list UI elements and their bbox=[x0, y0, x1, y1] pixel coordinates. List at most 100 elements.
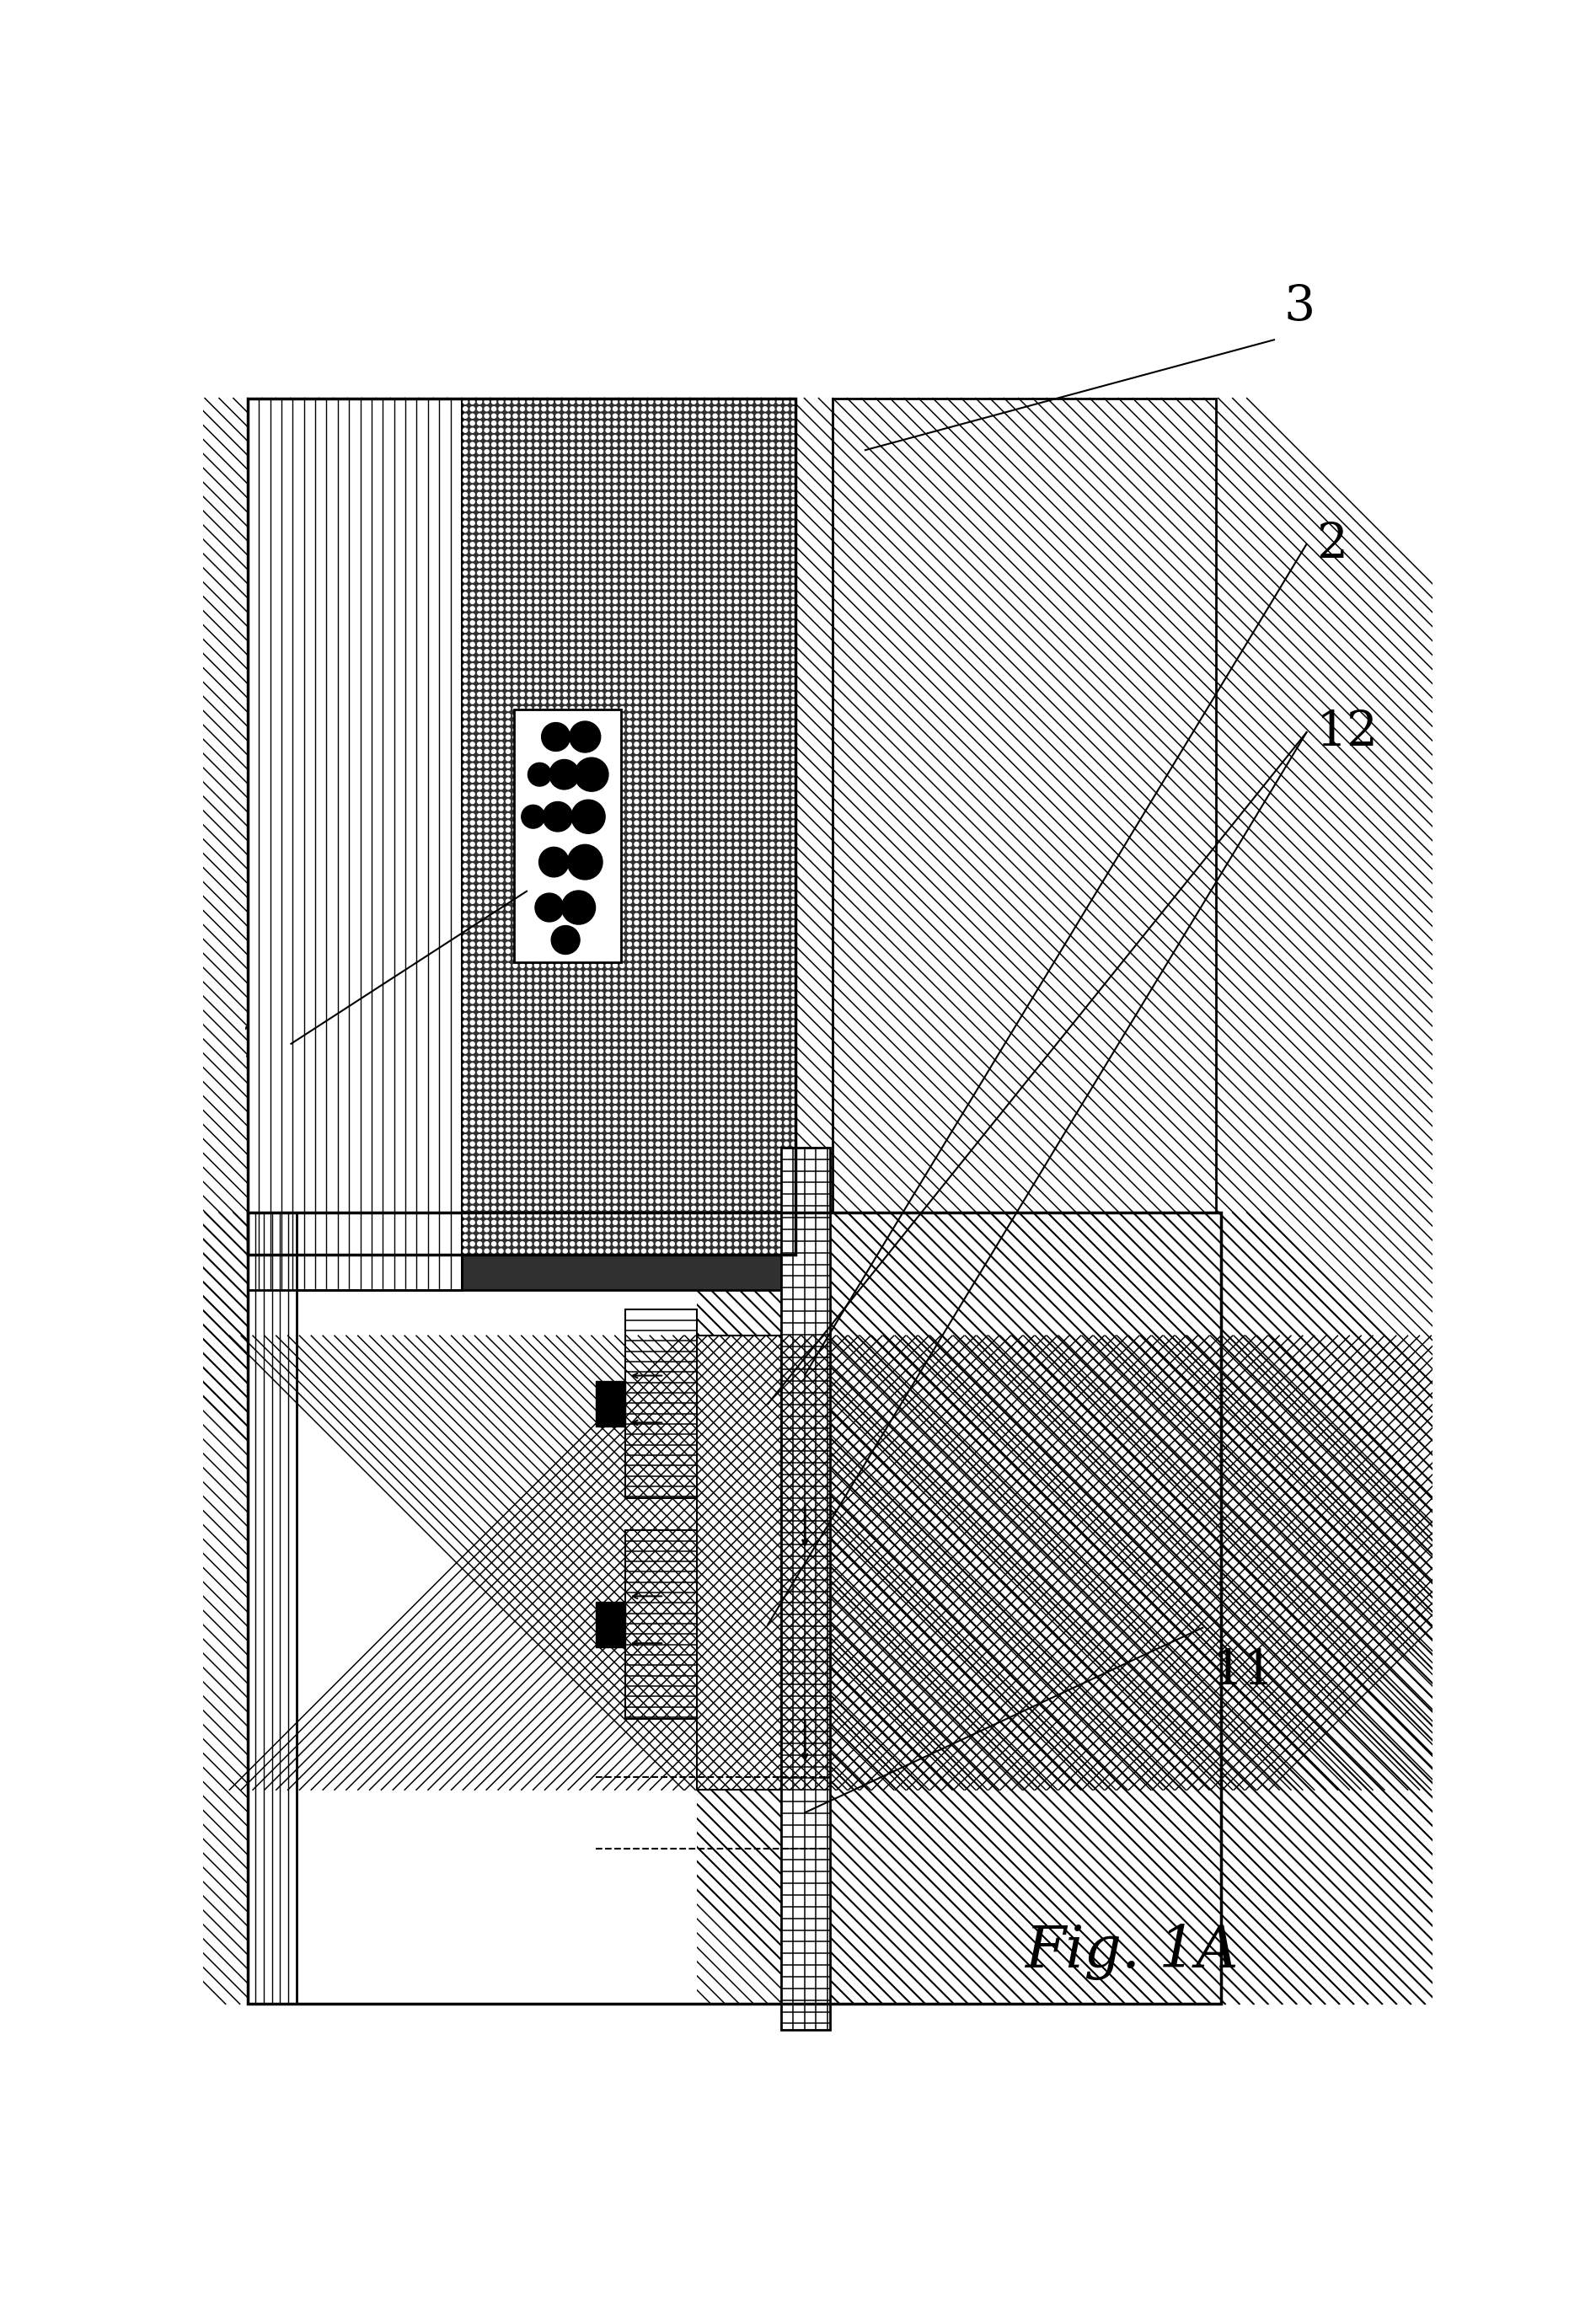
Circle shape bbox=[670, 865, 675, 867]
Circle shape bbox=[514, 1229, 517, 1231]
Circle shape bbox=[642, 700, 646, 705]
Circle shape bbox=[592, 899, 595, 904]
Circle shape bbox=[699, 1242, 702, 1247]
Circle shape bbox=[792, 786, 796, 790]
Circle shape bbox=[463, 763, 468, 767]
Circle shape bbox=[506, 721, 511, 726]
Circle shape bbox=[598, 786, 603, 790]
Circle shape bbox=[635, 779, 638, 781]
Circle shape bbox=[670, 1027, 675, 1032]
Circle shape bbox=[777, 821, 782, 825]
Circle shape bbox=[563, 957, 567, 960]
Circle shape bbox=[720, 971, 725, 976]
Circle shape bbox=[500, 1164, 503, 1168]
Circle shape bbox=[648, 892, 653, 897]
Circle shape bbox=[720, 800, 725, 804]
Circle shape bbox=[670, 429, 675, 433]
Circle shape bbox=[699, 992, 702, 997]
Circle shape bbox=[570, 406, 575, 410]
Circle shape bbox=[535, 1013, 539, 1018]
Circle shape bbox=[769, 570, 774, 575]
Circle shape bbox=[627, 556, 632, 561]
Circle shape bbox=[477, 642, 482, 647]
Circle shape bbox=[535, 848, 539, 853]
Circle shape bbox=[463, 491, 468, 496]
Circle shape bbox=[742, 1205, 745, 1210]
Circle shape bbox=[648, 529, 653, 533]
Circle shape bbox=[656, 1242, 661, 1247]
Circle shape bbox=[734, 1157, 739, 1161]
Circle shape bbox=[584, 635, 589, 640]
Circle shape bbox=[500, 821, 503, 825]
Circle shape bbox=[749, 971, 753, 976]
Circle shape bbox=[549, 635, 554, 640]
Circle shape bbox=[621, 529, 624, 533]
Circle shape bbox=[535, 1143, 539, 1145]
Circle shape bbox=[578, 1092, 581, 1096]
Circle shape bbox=[527, 501, 531, 503]
Circle shape bbox=[527, 786, 531, 790]
Circle shape bbox=[656, 948, 661, 953]
Circle shape bbox=[742, 1020, 745, 1025]
Circle shape bbox=[635, 406, 638, 410]
Circle shape bbox=[541, 614, 546, 619]
Circle shape bbox=[527, 892, 531, 897]
Circle shape bbox=[642, 1113, 646, 1117]
Circle shape bbox=[713, 535, 717, 540]
Circle shape bbox=[592, 941, 595, 946]
Circle shape bbox=[506, 1027, 511, 1032]
Circle shape bbox=[485, 855, 488, 860]
Circle shape bbox=[578, 964, 581, 967]
Circle shape bbox=[777, 1242, 782, 1247]
Circle shape bbox=[642, 563, 646, 568]
Circle shape bbox=[677, 927, 681, 932]
Circle shape bbox=[492, 957, 496, 960]
Circle shape bbox=[578, 656, 581, 661]
Circle shape bbox=[677, 786, 681, 790]
Circle shape bbox=[670, 1113, 675, 1117]
Bar bbox=[297, 1212, 696, 2005]
Circle shape bbox=[691, 570, 696, 575]
Circle shape bbox=[757, 1212, 760, 1217]
Circle shape bbox=[749, 742, 753, 746]
Circle shape bbox=[506, 1143, 511, 1145]
Circle shape bbox=[598, 814, 603, 818]
Circle shape bbox=[742, 1085, 745, 1089]
Circle shape bbox=[635, 649, 638, 654]
Circle shape bbox=[621, 457, 624, 461]
Circle shape bbox=[500, 1120, 503, 1124]
Circle shape bbox=[705, 1085, 710, 1089]
Circle shape bbox=[485, 879, 488, 883]
Circle shape bbox=[627, 1013, 632, 1018]
Circle shape bbox=[598, 957, 603, 960]
Circle shape bbox=[648, 728, 653, 732]
Circle shape bbox=[670, 508, 675, 510]
Circle shape bbox=[485, 821, 488, 825]
Circle shape bbox=[584, 1050, 589, 1052]
Circle shape bbox=[777, 1085, 782, 1089]
Circle shape bbox=[777, 1034, 782, 1038]
Circle shape bbox=[784, 693, 788, 695]
Circle shape bbox=[500, 964, 503, 967]
Circle shape bbox=[691, 406, 696, 410]
Circle shape bbox=[656, 1229, 661, 1231]
Circle shape bbox=[728, 607, 731, 612]
Circle shape bbox=[662, 1064, 667, 1069]
Circle shape bbox=[642, 920, 646, 925]
Circle shape bbox=[635, 642, 638, 647]
Circle shape bbox=[784, 542, 788, 547]
Circle shape bbox=[677, 1041, 681, 1045]
Circle shape bbox=[506, 865, 511, 867]
Circle shape bbox=[705, 1057, 710, 1062]
Circle shape bbox=[728, 406, 731, 410]
Circle shape bbox=[570, 728, 575, 732]
Circle shape bbox=[763, 1235, 768, 1238]
Circle shape bbox=[578, 406, 581, 410]
Circle shape bbox=[477, 515, 482, 519]
Circle shape bbox=[728, 577, 731, 582]
Circle shape bbox=[670, 1085, 675, 1089]
Circle shape bbox=[541, 978, 546, 983]
Circle shape bbox=[606, 542, 610, 547]
Circle shape bbox=[527, 1071, 531, 1076]
Circle shape bbox=[563, 406, 567, 410]
